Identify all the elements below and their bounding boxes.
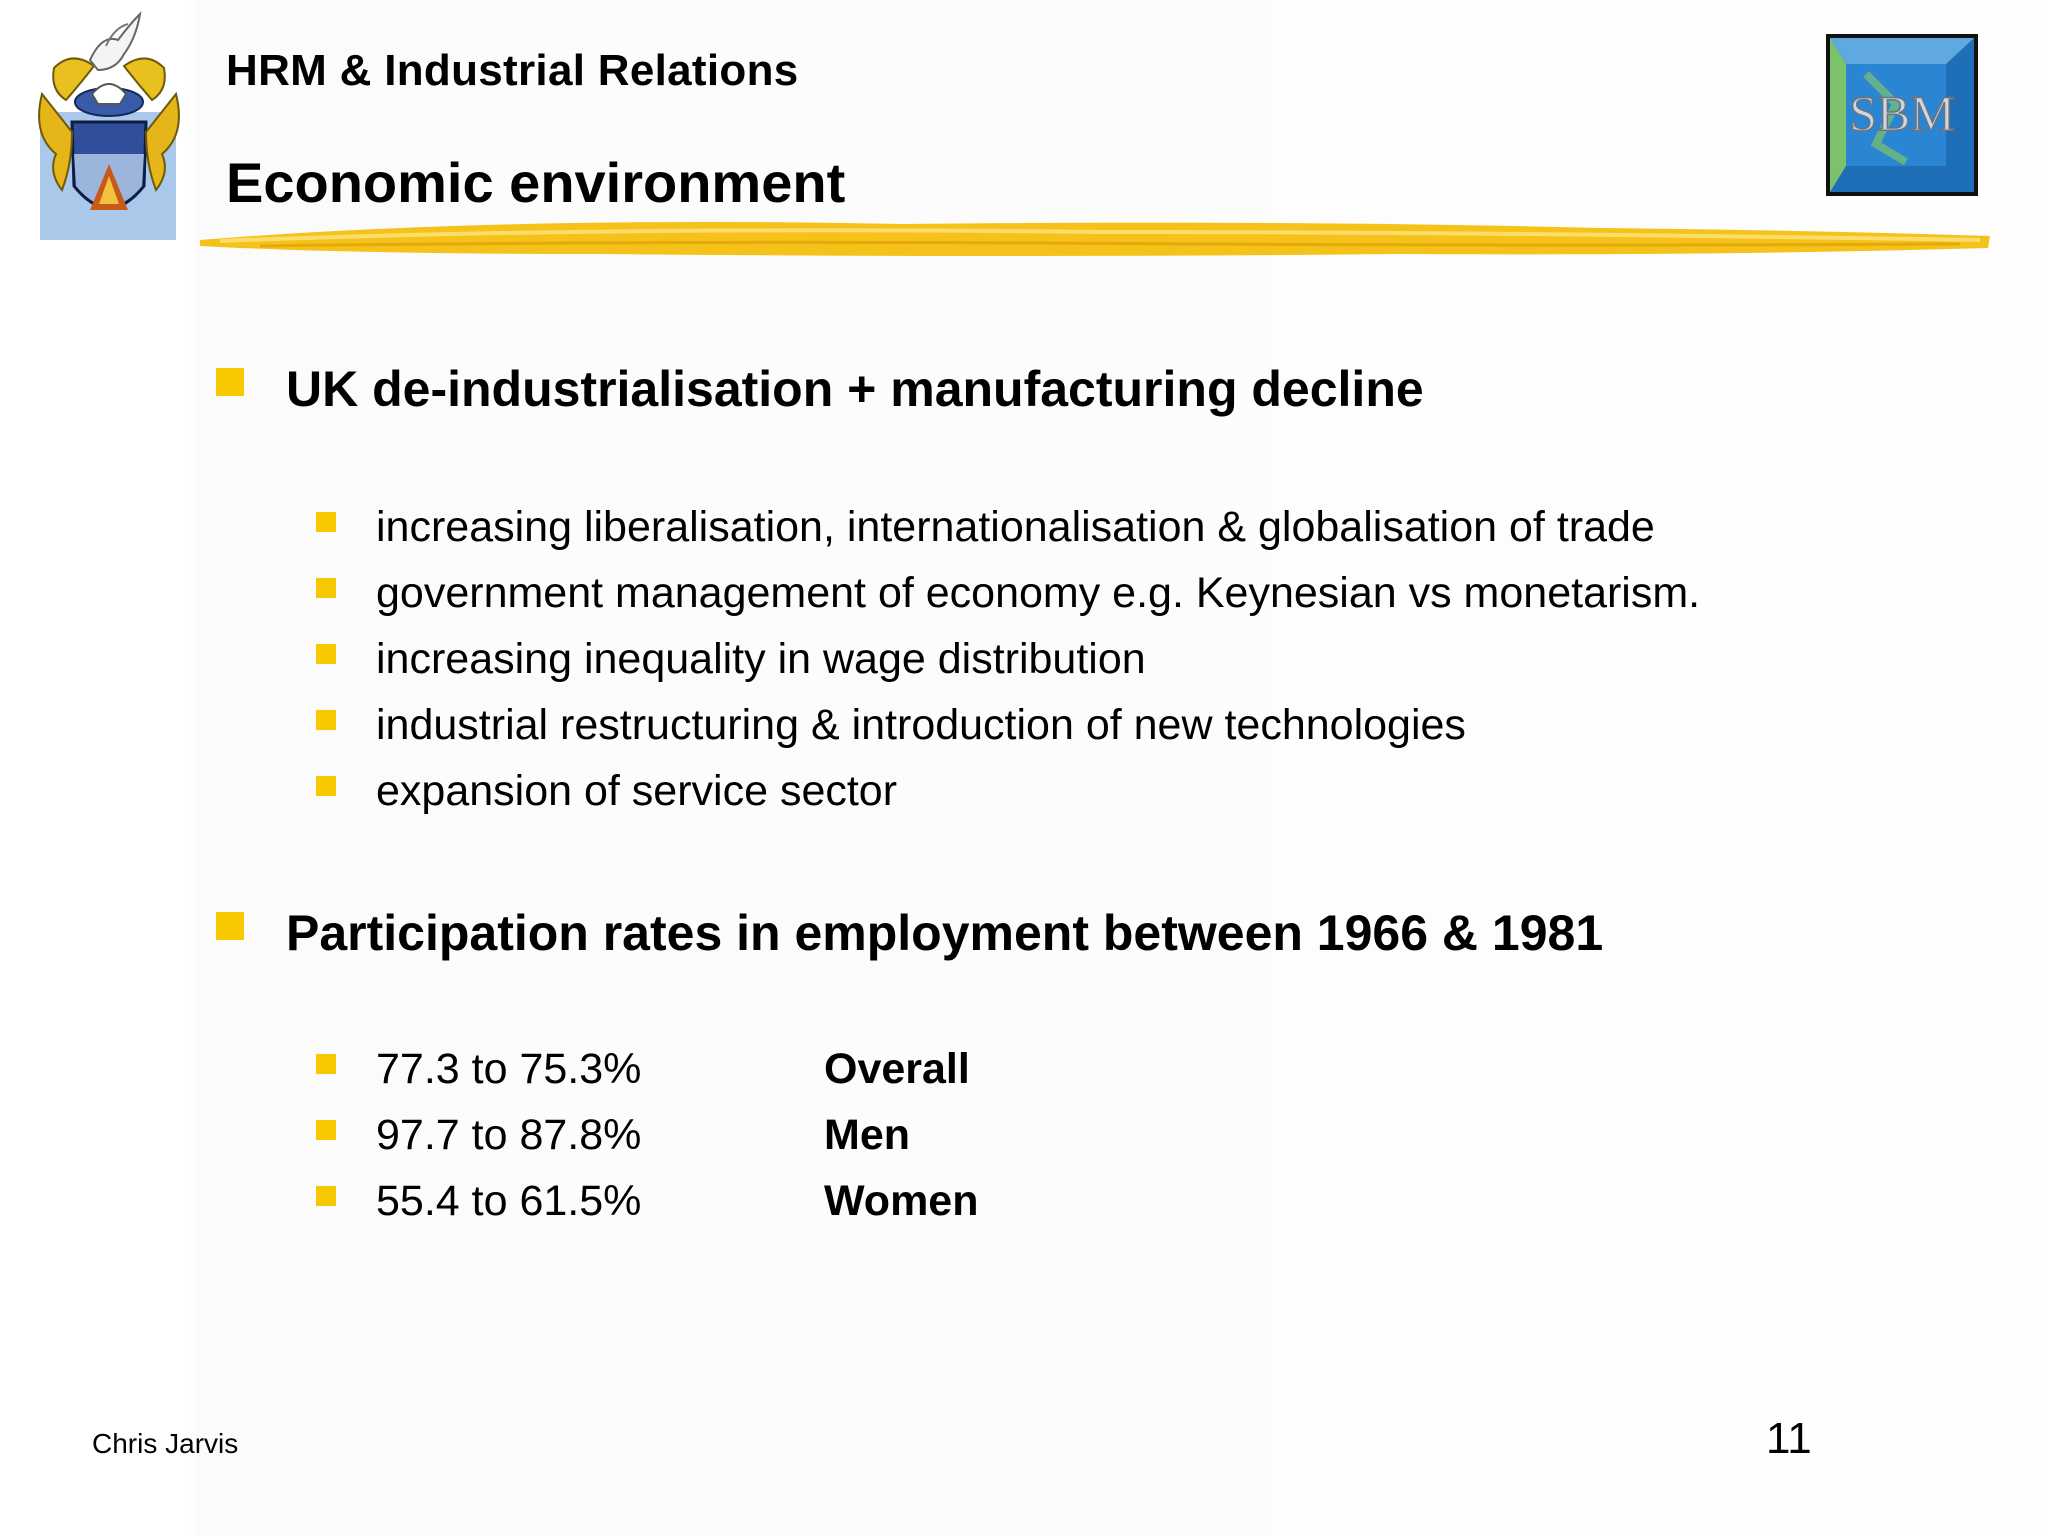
list-item-text: increasing liberalisation, international… [376, 503, 1655, 551]
bullet-square-icon [316, 578, 336, 598]
rate-range: 97.7 to 87.8% [376, 1111, 642, 1159]
list-item: industrial restructuring & introduction … [316, 700, 1700, 766]
section-heading-text: Participation rates in employment betwee… [286, 905, 1604, 961]
page-number: 11 [1766, 1414, 1812, 1463]
bullet-square-icon [316, 644, 336, 664]
bullet-square-icon [316, 710, 336, 730]
bullet-square-icon [316, 1054, 336, 1074]
list-item: increasing inequality in wage distributi… [316, 634, 1700, 700]
rate-group: Men [824, 1111, 910, 1159]
bullet-square-icon [316, 512, 336, 532]
bullet-square-icon [316, 1120, 336, 1140]
brush-stroke-divider [200, 222, 1990, 256]
section-heading-1: UK de-industrialisation + manufacturing … [216, 360, 1424, 418]
bullet-square-icon [316, 1186, 336, 1206]
slide-title: Economic environment [226, 151, 846, 214]
rate-range: 55.4 to 61.5% [376, 1177, 642, 1225]
list-item: increasing liberalisation, international… [316, 502, 1700, 568]
deindustrialisation-factors-list: increasing liberalisation, international… [316, 502, 1700, 832]
bullet-square-icon [316, 776, 336, 796]
bullet-square-icon [216, 368, 244, 396]
list-item-text: government management of economy e.g. Ke… [376, 569, 1701, 617]
participation-row-men: 97.7 to 87.8% Men [316, 1110, 979, 1176]
participation-row-women: 55.4 to 61.5% Women [316, 1176, 979, 1242]
rate-range: 77.3 to 75.3% [376, 1045, 642, 1093]
rate-group: Women [824, 1177, 979, 1225]
footer-author: Chris Jarvis [92, 1428, 239, 1459]
participation-rates-list: 77.3 to 75.3% Overall 97.7 to 87.8% Men … [316, 1044, 979, 1242]
university-crest-icon [38, 11, 180, 240]
bullet-square-icon [216, 912, 244, 940]
list-item: expansion of service sector [316, 766, 1700, 832]
sbm-logo-text: SBM [1849, 85, 1955, 141]
rate-group: Overall [824, 1045, 970, 1093]
list-item-text: increasing inequality in wage distributi… [376, 635, 1146, 683]
participation-row-overall: 77.3 to 75.3% Overall [316, 1044, 979, 1110]
course-title: HRM & Industrial Relations [226, 46, 799, 95]
sbm-logo: SBM [1826, 34, 1978, 196]
list-item-text: industrial restructuring & introduction … [376, 701, 1466, 749]
list-item: government management of economy e.g. Ke… [316, 568, 1700, 634]
section-heading-2: Participation rates in employment betwee… [216, 904, 1603, 962]
section-heading-text: UK de-industrialisation + manufacturing … [286, 361, 1424, 417]
list-item-text: expansion of service sector [376, 767, 898, 815]
